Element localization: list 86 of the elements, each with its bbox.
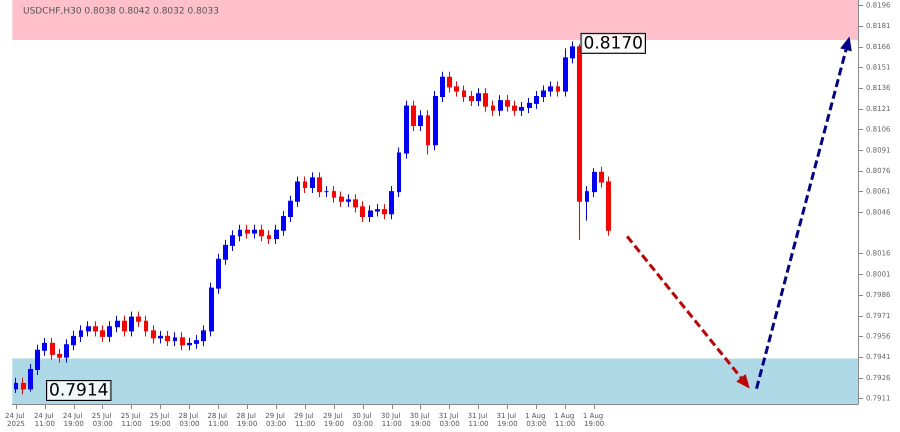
candlestick — [151, 324, 156, 344]
candlestick — [585, 186, 589, 222]
candlestick — [454, 80, 459, 98]
candlestick — [505, 94, 510, 112]
candlestick — [310, 172, 315, 194]
candlestick — [498, 94, 503, 116]
annotation: 0.8170 — [583, 33, 643, 54]
candlestick — [252, 224, 257, 240]
candlestick — [86, 320, 91, 337]
candlestick — [79, 324, 83, 342]
candlestick — [577, 44, 582, 240]
candlestick — [606, 176, 611, 236]
candlestick — [418, 110, 423, 132]
candlestick — [288, 195, 293, 222]
candlestick — [165, 330, 170, 347]
candlestick — [267, 230, 271, 245]
candlestick — [35, 344, 40, 376]
candlestick — [332, 186, 336, 204]
candlestick — [194, 334, 199, 350]
candlestick — [64, 338, 69, 364]
candlestick — [570, 40, 575, 64]
candlestick — [548, 80, 553, 98]
candlestick — [136, 311, 141, 328]
candlestick — [346, 194, 351, 208]
candlestick — [519, 102, 524, 116]
candlestick — [238, 224, 242, 242]
candlestick — [324, 186, 329, 198]
candlestick — [93, 320, 98, 337]
candlestick — [295, 176, 300, 208]
candlestick — [491, 100, 495, 116]
candlestick — [223, 239, 228, 266]
candlestick — [216, 253, 221, 294]
candlestick — [303, 176, 307, 194]
candlestick — [158, 330, 163, 344]
candlestick — [201, 324, 206, 347]
candlestick — [541, 84, 546, 103]
candlestick — [180, 332, 185, 351]
candlestick — [115, 315, 120, 333]
candlestick — [259, 224, 264, 242]
candlestick — [144, 315, 148, 337]
candlestick — [14, 377, 18, 394]
candlestick — [209, 282, 214, 337]
candlestick — [21, 377, 26, 395]
candlestick — [71, 330, 76, 351]
candlestick — [599, 166, 604, 188]
candlestick — [433, 90, 438, 151]
candlestick — [57, 348, 62, 364]
candlestick — [556, 80, 560, 98]
annotation: 0.7914 — [49, 380, 108, 400]
candlestick — [512, 100, 517, 116]
candlestick — [107, 320, 112, 342]
candlestick — [411, 100, 416, 132]
candlestick — [527, 97, 532, 114]
candlestick — [353, 194, 358, 213]
candlestick — [187, 337, 192, 351]
candlestick — [245, 224, 250, 240]
candlestick — [317, 172, 322, 198]
candlestick — [426, 110, 430, 155]
candlestick — [469, 90, 474, 107]
text: USDCHF,H30 0.8038 0.8042 0.8032 0.8033 — [23, 6, 219, 16]
candlestick — [122, 315, 127, 337]
candlestick — [28, 364, 33, 392]
candlestick — [360, 200, 365, 222]
candlestick — [173, 332, 177, 347]
candlestick — [382, 204, 387, 220]
candlestick — [440, 71, 445, 103]
candlestick — [462, 84, 466, 103]
candlestick — [368, 204, 373, 222]
candlestick — [274, 224, 279, 245]
candlestick — [375, 204, 380, 217]
candlestick — [483, 88, 488, 112]
candlestick — [404, 100, 409, 160]
candlestick — [339, 191, 344, 208]
candlestick — [50, 337, 55, 360]
candlestick — [447, 71, 452, 93]
candlestick — [42, 337, 47, 356]
candlestick — [534, 90, 539, 110]
candlestick — [563, 48, 568, 98]
candlestick — [100, 324, 105, 342]
candlestick — [476, 88, 481, 107]
candlestick — [129, 311, 134, 337]
candlestick — [281, 210, 286, 236]
candlestick — [397, 147, 401, 198]
candlestick — [389, 186, 394, 220]
candlestick — [230, 230, 235, 252]
candlestick — [592, 168, 597, 198]
